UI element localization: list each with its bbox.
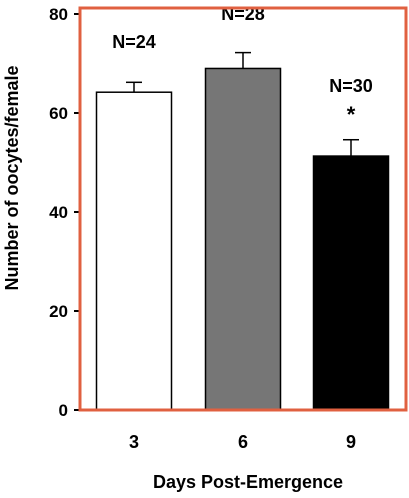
y-tick-label: 40 — [49, 203, 68, 222]
y-tick-label: 80 — [49, 5, 68, 24]
significance-marker: * — [347, 102, 356, 127]
y-axis-label: Number of oocytes/female — [2, 65, 22, 290]
y-tick-label: 20 — [49, 302, 68, 321]
bars — [95, 67, 390, 411]
error-bars — [126, 51, 359, 157]
x-tick-labels: 3 6 9 — [129, 432, 356, 452]
y-tick-label: 60 — [49, 104, 68, 123]
bar — [312, 155, 390, 411]
y-axis: 0 20 40 60 80 — [49, 5, 80, 420]
sample-size-label: N=30 — [329, 76, 373, 96]
y-tick-label: 0 — [59, 401, 68, 420]
x-axis-label: Days Post-Emergence — [153, 472, 343, 492]
x-tick-label: 3 — [129, 432, 139, 452]
x-tick-label: 6 — [238, 432, 248, 452]
sample-size-label: N=24 — [112, 32, 156, 52]
x-tick-label: 9 — [346, 432, 356, 452]
plot-frame — [78, 6, 408, 412]
bar — [204, 67, 282, 411]
bar — [95, 91, 173, 411]
